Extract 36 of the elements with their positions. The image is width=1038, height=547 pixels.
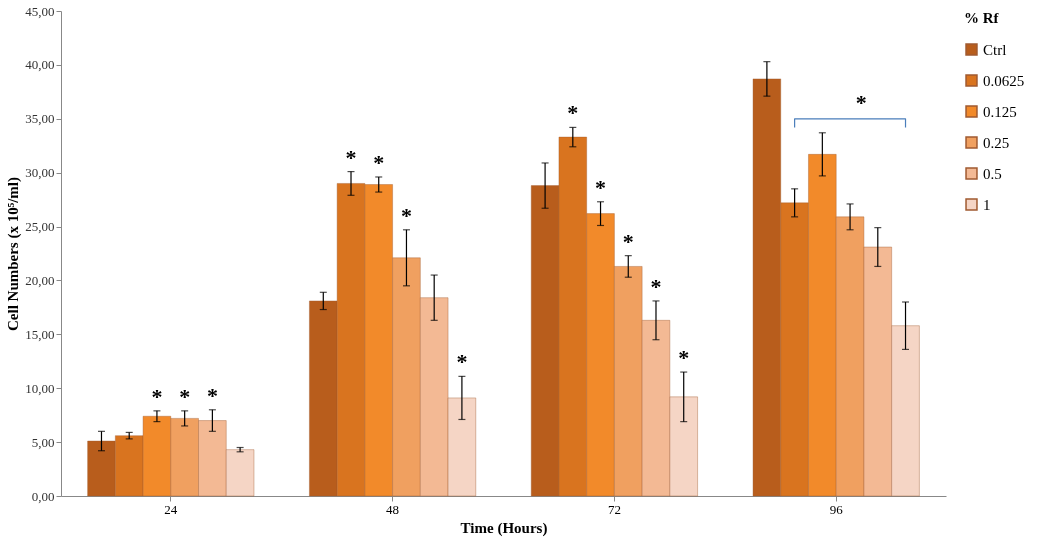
x-tick-label: 72: [607, 501, 621, 517]
legend-label: 0.0625: [983, 72, 1025, 89]
data-label: *: [206, 382, 218, 408]
legend-label: 0.25: [983, 134, 1010, 151]
data-label: *: [567, 100, 579, 126]
x-tick-label: 48: [386, 501, 400, 517]
y-tick-label: 25,00: [25, 219, 55, 235]
y-tick-label: 15,00: [25, 326, 55, 342]
x-tick-label: 96: [829, 501, 844, 517]
y-tick-label: 5,00: [31, 434, 55, 450]
data-label: *: [650, 273, 662, 299]
y-tick-label: 45,00: [25, 3, 55, 19]
y-tick-label: 35,00: [25, 111, 55, 127]
data-label: *: [179, 383, 191, 409]
y-tick-label: 40,00: [25, 57, 55, 73]
data-label: *: [151, 383, 163, 409]
data-label: *: [456, 349, 468, 375]
x-axis-title: Time (Hours): [460, 519, 548, 537]
annotation: *: [855, 89, 867, 115]
legend-label: 0.125: [983, 103, 1017, 120]
y-tick-label: 0,00: [31, 488, 55, 504]
legend-label: 1: [983, 196, 991, 213]
legend-title: % Rf: [964, 10, 1000, 26]
data-label: *: [622, 228, 634, 254]
x-tick-label: 24: [164, 501, 178, 517]
legend-label: 0.5: [983, 165, 1002, 182]
data-label: *: [595, 174, 607, 200]
data-label: *: [345, 144, 357, 170]
y-axis-title: Cell Numbers (x 10⁵/ml): [5, 176, 23, 332]
y-tick-label: 10,00: [25, 380, 55, 396]
y-tick-label: 30,00: [25, 165, 55, 181]
data-label: *: [373, 149, 385, 175]
y-tick-label: 20,00: [25, 272, 55, 288]
legend-label: Ctrl: [983, 41, 1007, 58]
data-label: *: [400, 202, 412, 228]
data-label: *: [678, 345, 690, 371]
